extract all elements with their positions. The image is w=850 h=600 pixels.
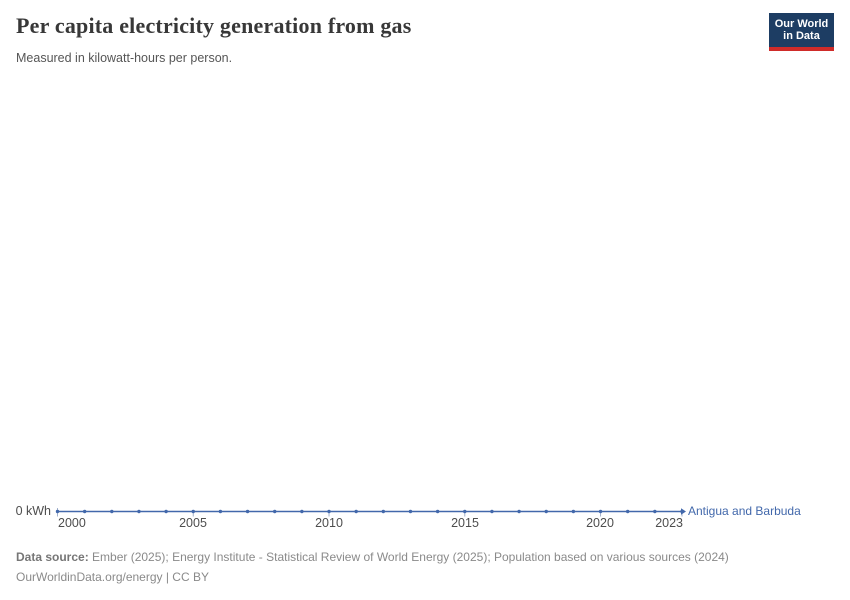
y-axis-zero-label: 0 kWh [15, 504, 51, 518]
footer-datasource-line: Data source: Ember (2025); Energy Instit… [16, 547, 806, 567]
x-tick-2000: 2000 [58, 516, 86, 530]
chart-title: Per capita electricity generation from g… [16, 13, 412, 38]
chart-footer: Data source: Ember (2025); Energy Instit… [16, 547, 806, 587]
datasource-label: Data source: [16, 550, 89, 564]
series-label-antigua-and-barbuda: Antigua and Barbuda [688, 504, 801, 518]
chart-subtitle: Measured in kilowatt-hours per person. [16, 51, 233, 65]
owid-logo[interactable]: Our World in Data [769, 13, 834, 51]
datasource-text: Ember (2025); Energy Institute - Statist… [88, 550, 729, 564]
owid-logo-line2: in Data [783, 30, 820, 42]
x-tick-2015: 2015 [451, 516, 479, 530]
footer-license-line: OurWorldinData.org/energy | CC BY [16, 570, 209, 584]
x-tick-2005: 2005 [179, 516, 207, 530]
owid-logo-line1: Our World [774, 17, 829, 30]
x-tick-2020: 2020 [586, 516, 614, 530]
x-tick-2023: 2023 [655, 516, 683, 530]
x-tick-2010: 2010 [315, 516, 343, 530]
